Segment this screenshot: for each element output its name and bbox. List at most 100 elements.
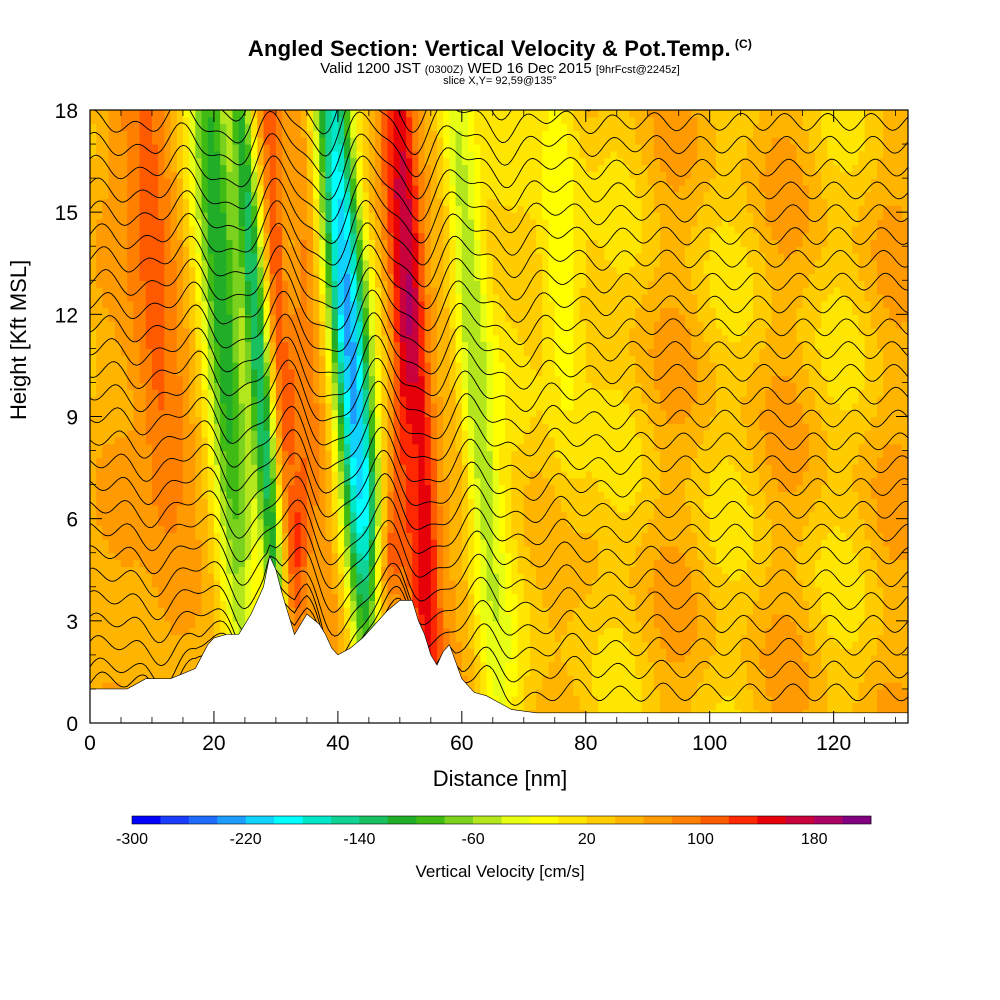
velocity-cell xyxy=(306,552,314,561)
velocity-cell xyxy=(213,171,221,179)
velocity-cell xyxy=(251,402,258,411)
velocity-cell xyxy=(418,375,426,384)
velocity-cell xyxy=(418,246,426,254)
velocity-cell xyxy=(114,634,122,642)
velocity-cell xyxy=(294,273,302,281)
velocity-cell xyxy=(263,178,271,186)
velocity-cell xyxy=(331,586,339,595)
velocity-cell xyxy=(269,218,277,227)
velocity-cell xyxy=(127,416,134,424)
velocity-cell xyxy=(145,573,153,581)
velocity-cell xyxy=(244,218,252,227)
velocity-cell xyxy=(300,600,308,608)
velocity-cell xyxy=(127,178,134,186)
velocity-cell xyxy=(406,273,413,281)
velocity-cell xyxy=(151,477,159,486)
velocity-cell xyxy=(189,396,196,404)
velocity-cell xyxy=(251,443,258,452)
velocity-cell xyxy=(251,307,258,315)
velocity-cell xyxy=(412,464,420,472)
velocity-cell xyxy=(418,416,426,424)
velocity-cell xyxy=(319,110,327,118)
velocity-cell xyxy=(133,280,141,288)
velocity-cell xyxy=(102,157,110,166)
velocity-cell xyxy=(393,130,401,138)
velocity-cell xyxy=(96,579,103,588)
velocity-cell xyxy=(102,314,110,322)
velocity-cell xyxy=(263,321,271,329)
velocity-cell xyxy=(393,178,401,186)
velocity-cell xyxy=(176,116,184,125)
velocity-cell xyxy=(207,470,215,479)
velocity-cell xyxy=(195,470,203,479)
velocity-cell xyxy=(90,682,97,690)
velocity-cell xyxy=(96,675,103,683)
velocity-cell xyxy=(238,259,246,268)
velocity-cell xyxy=(127,532,134,540)
velocity-cell xyxy=(313,191,320,200)
velocity-cell xyxy=(90,110,97,118)
velocity-cell xyxy=(244,184,252,193)
velocity-cell xyxy=(90,184,97,193)
velocity-cell xyxy=(412,532,420,540)
velocity-cell xyxy=(189,266,196,275)
velocity-cell xyxy=(288,389,296,397)
velocity-cell xyxy=(201,130,209,138)
velocity-cell xyxy=(387,273,395,281)
velocity-cell xyxy=(393,464,401,472)
velocity-cell xyxy=(331,396,339,404)
velocity-cell xyxy=(120,586,128,595)
velocity-cell xyxy=(424,273,432,281)
velocity-cell xyxy=(244,382,252,390)
velocity-cell xyxy=(412,579,420,588)
velocity-cell xyxy=(257,116,265,125)
velocity-cell xyxy=(127,137,134,145)
velocity-cell xyxy=(226,368,234,377)
velocity-cell xyxy=(201,137,209,145)
velocity-cell xyxy=(350,436,358,445)
velocity-cell xyxy=(102,184,110,193)
velocity-cell xyxy=(220,246,227,254)
velocity-cell xyxy=(257,144,265,152)
velocity-cell xyxy=(430,614,438,622)
velocity-cell xyxy=(114,123,122,132)
velocity-cell xyxy=(424,430,432,438)
velocity-cell xyxy=(120,239,128,247)
velocity-cell xyxy=(238,423,246,431)
velocity-cell xyxy=(325,293,333,302)
velocity-cell xyxy=(319,239,327,247)
velocity-cell xyxy=(207,498,215,506)
velocity-cell xyxy=(114,280,122,288)
velocity-cell xyxy=(399,157,407,166)
velocity-cell xyxy=(300,280,308,288)
velocity-cell xyxy=(393,518,401,527)
velocity-cell xyxy=(189,280,196,288)
velocity-cell xyxy=(418,518,426,527)
velocity-cell xyxy=(350,586,358,595)
velocity-cell xyxy=(182,293,190,302)
velocity-cell xyxy=(90,307,97,315)
velocity-cell xyxy=(195,593,203,601)
velocity-cell xyxy=(96,280,103,288)
velocity-cell xyxy=(201,450,209,458)
velocity-cell xyxy=(350,573,358,581)
velocity-cell xyxy=(331,184,339,193)
velocity-cell xyxy=(331,144,339,152)
velocity-cell xyxy=(257,178,265,186)
velocity-cell xyxy=(344,620,351,629)
velocity-cell xyxy=(406,477,413,486)
velocity-cell xyxy=(232,498,240,506)
chart-title-main: Angled Section: Vertical Velocity & Pot.… xyxy=(247,36,731,61)
velocity-cell xyxy=(158,532,165,540)
velocity-cell xyxy=(393,402,401,411)
velocity-cell xyxy=(232,614,240,622)
velocity-cell xyxy=(120,579,128,588)
velocity-cell xyxy=(251,525,258,533)
velocity-cell xyxy=(232,327,240,336)
velocity-cell xyxy=(145,314,153,322)
velocity-cell xyxy=(399,423,407,431)
velocity-cell xyxy=(257,287,265,295)
velocity-cell xyxy=(189,212,196,220)
velocity-cell xyxy=(251,321,258,329)
velocity-cell xyxy=(220,314,227,322)
